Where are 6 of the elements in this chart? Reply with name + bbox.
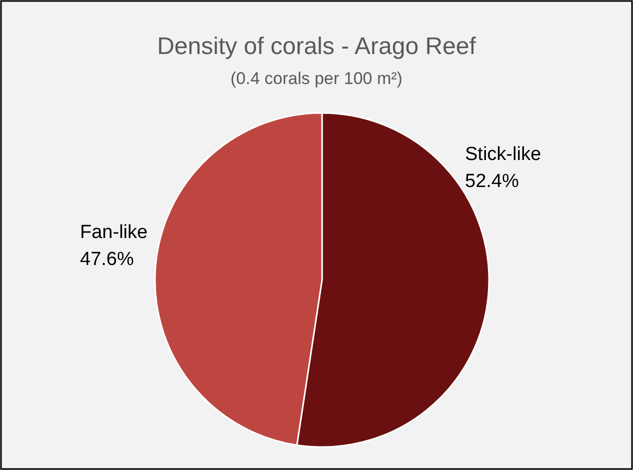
- data-label: 52.4%: [465, 171, 519, 192]
- data-label: 47.6%: [80, 249, 134, 270]
- slice-label: Fan-like: [80, 222, 148, 243]
- chart-title: Density of corals - Arago Reef: [157, 33, 476, 60]
- chart-subtitle: (0.4 corals per 100 m²): [230, 69, 402, 88]
- slice-label: Stick-like: [465, 144, 542, 165]
